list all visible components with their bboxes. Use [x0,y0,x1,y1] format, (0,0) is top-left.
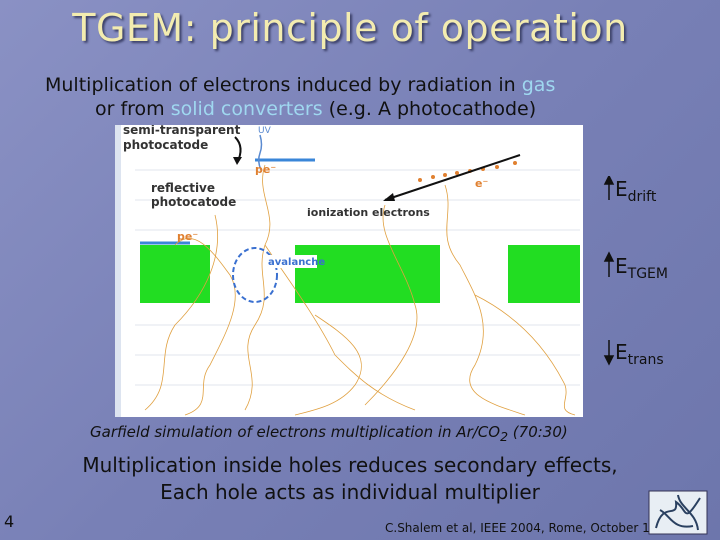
subtitle-line: Multiplication of electrons induced by r… [45,74,555,96]
field-symbol: E [615,254,628,278]
subtitle-text: Multiplication of electrons induced by r… [45,74,522,96]
simulation-figure: semi-transparent photocatode reflective … [115,125,583,417]
subtitle-text: or from [95,98,171,120]
figure-label: pe⁻ [177,230,198,243]
field-label: ETGEM [615,254,668,282]
field-label: Etrans [615,340,664,368]
field-subscript: drift [627,189,657,205]
caption-subscript: 2 [500,429,509,444]
subtitle-highlight: solid converters [170,98,323,120]
arrow-head [383,193,395,201]
figure-label: semi-transparent [123,125,241,137]
field-arrows [603,176,615,366]
electrode-block [140,245,210,303]
pointer-arrow [384,154,521,201]
subtitle-highlight: gas [521,74,556,96]
figure-grid [135,169,580,386]
electron-tracks [144,164,576,416]
figure-label: pe⁻ [255,163,276,176]
figure-label: photocatode [123,138,208,152]
electrode-block [508,245,580,303]
caption-text: Garfield simulation of electrons multipl… [90,423,501,441]
slide-title: TGEM: principle of operation [72,6,628,50]
uv-ray [257,134,263,171]
axis-strip [115,125,121,417]
field-subscript: TGEM [627,266,668,282]
figure-label: e⁻ [475,177,488,190]
arrow-head [233,157,242,165]
field-symbol: E [615,177,628,201]
figure-label: UV [258,126,272,136]
figure-caption: Garfield simulation of electrons multipl… [90,423,568,444]
figure-label: photocatode [151,195,236,209]
logo [648,490,708,535]
conclusion: Multiplication inside holes reduces seco… [40,452,660,506]
field-subscript: trans [627,352,664,368]
label-box [265,255,317,268]
figure-label: ionization electrons [307,206,430,219]
field-label: Edrift [615,177,656,205]
electrode-block [295,245,440,303]
caption-text: (70:30) [508,423,568,441]
subtitle-text: (e.g. A photocathode) [322,98,537,120]
field-symbol: E [615,340,628,364]
conclusion-line: Multiplication inside holes reduces seco… [82,453,618,477]
subtitle-line: or from solid converters (e.g. A photoca… [95,98,536,120]
conclusion-line: Each hole acts as individual multiplier [160,480,540,504]
credit: C.Shalem et al, IEEE 2004, Rome, October… [385,521,658,535]
figure-label: avalanche [268,257,325,268]
avalanche-outline [232,247,278,303]
page-number: 4 [4,512,15,531]
figure-label: reflective [151,181,215,195]
